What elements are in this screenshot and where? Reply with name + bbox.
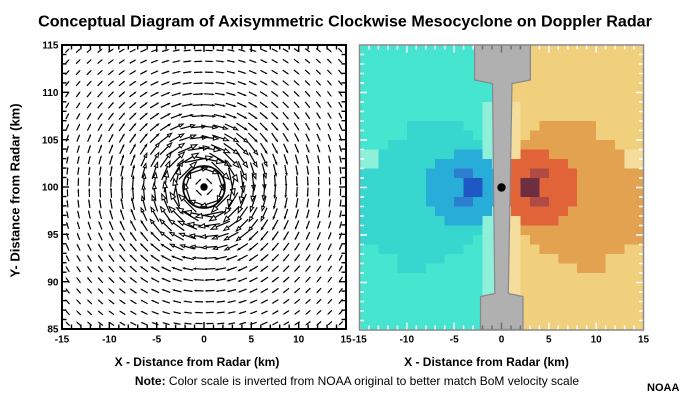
svg-text:Note: Color scale is inverted: Note: Color scale is inverted from NOAA … <box>135 374 579 388</box>
svg-text:5: 5 <box>546 335 552 346</box>
svg-text:15: 15 <box>638 335 650 346</box>
svg-text:115: 115 <box>42 41 59 52</box>
svg-text:-15: -15 <box>352 335 367 346</box>
svg-text:105: 105 <box>42 135 59 146</box>
svg-text:95: 95 <box>47 230 59 241</box>
svg-text:100: 100 <box>42 183 59 194</box>
svg-text:Conceptual Diagram of Axisymme: Conceptual Diagram of Axisymmetric Clock… <box>38 13 653 31</box>
svg-text:-5: -5 <box>450 335 459 346</box>
svg-text:0: 0 <box>201 335 207 346</box>
svg-text:15: 15 <box>340 335 352 346</box>
svg-text:-10: -10 <box>102 335 117 346</box>
svg-text:5: 5 <box>249 335 255 346</box>
svg-text:10: 10 <box>293 335 305 346</box>
svg-text:10: 10 <box>591 335 603 346</box>
svg-text:-15: -15 <box>55 335 70 346</box>
svg-text:110: 110 <box>42 88 59 99</box>
svg-text:NOAA: NOAA <box>647 382 679 394</box>
svg-text:X - Distance from Radar (km): X - Distance from Radar (km) <box>115 355 280 369</box>
svg-text:X - Distance from Radar (km): X - Distance from Radar (km) <box>404 355 569 369</box>
svg-text:0: 0 <box>499 335 505 346</box>
svg-text:-5: -5 <box>152 335 161 346</box>
svg-text:Y- Distance from Radar (km): Y- Distance from Radar (km) <box>8 103 23 277</box>
svg-text:90: 90 <box>47 277 59 288</box>
svg-text:-10: -10 <box>400 335 415 346</box>
